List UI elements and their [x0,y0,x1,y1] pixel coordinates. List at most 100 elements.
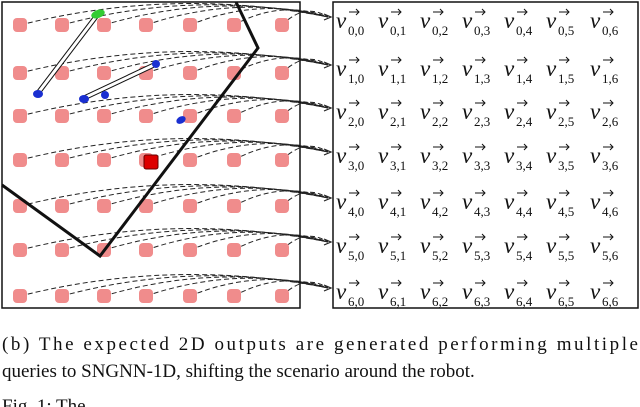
output-index: 4,6 [602,204,619,219]
output-index: 0,2 [432,23,448,38]
output-symbol: v [378,99,389,124]
output-index: 6,6 [602,294,619,309]
query-curve [189,99,329,117]
output-arrow [349,8,360,16]
output-index: 1,1 [390,71,406,86]
query-curve [233,280,329,297]
grid-point [183,153,197,167]
query-curve [189,233,329,251]
output-arrow [603,189,614,197]
output-arrow [475,189,486,197]
output-arrow [603,143,614,151]
output-arrow [475,8,486,16]
output-arrow [433,143,444,151]
grid-point [183,199,197,213]
arrow-head [323,148,333,156]
output-index: 3,4 [516,158,533,173]
query-curve [189,56,329,74]
output-arrow [603,279,614,287]
grid-point [97,66,111,80]
output-symbol: v [378,279,389,304]
output-index: 6,2 [432,294,448,309]
output-symbol: v [420,8,431,33]
output-symbol: v [420,143,431,168]
query-curve [281,191,329,207]
query-curve [281,10,329,26]
output-symbol: v [378,56,389,81]
query-curve [233,190,329,207]
grid-point [275,18,289,32]
arrow-head [323,13,333,21]
output-index: 6,5 [558,294,574,309]
output-arrow [349,279,360,287]
output-symbol: v [590,143,601,168]
grid-point [139,289,153,303]
grid-point [55,199,69,213]
output-symbol: v [504,99,515,124]
output-index: 0,0 [348,23,364,38]
arrow-head [323,104,333,112]
query-curve [145,141,329,161]
output-index: 1,4 [516,71,533,86]
query-curve [145,231,329,251]
output-symbol: v [336,143,347,168]
output-index: 2,4 [516,114,533,129]
output-symbol: v [546,8,557,33]
output-arrow [433,279,444,287]
output-index: 5,4 [516,248,533,263]
output-arrow [391,8,402,16]
output-index: 3,2 [432,158,448,173]
output-index: 4,5 [558,204,574,219]
output-frame [332,1,639,309]
grid-point [275,66,289,80]
query-curve [145,277,329,297]
grid-point [97,199,111,213]
query-curve [281,235,329,251]
output-arrow [349,99,360,107]
output-index: 5,1 [390,248,406,263]
output-index: 3,1 [390,158,406,173]
output-arrow [559,233,570,241]
output-arrow [559,56,570,64]
output-index: 5,6 [602,248,619,263]
output-symbol: v [462,143,473,168]
output-index: 4,3 [474,204,490,219]
query-curve [189,189,329,207]
output-symbol: v [420,56,431,81]
output-arrow [559,279,570,287]
output-symbol: v [336,99,347,124]
output-symbol: v [504,233,515,258]
output-index: 5,3 [474,248,490,263]
query-curve [189,143,329,161]
query-curve [19,228,329,251]
query-curve [103,5,329,26]
output-symbol: v [336,56,347,81]
grid-point [139,243,153,257]
output-index: 2,2 [432,114,448,129]
grid-point [183,18,197,32]
output-arrow [391,56,402,64]
output-symbol: v [590,279,601,304]
output-index: 3,6 [602,158,619,173]
output-index: 2,5 [558,114,574,129]
output-arrow [559,99,570,107]
query-curve [233,234,329,251]
query-curve [19,274,329,297]
query-curve [145,97,329,117]
query-curve [103,140,329,161]
output-arrow [603,8,614,16]
output-index: 0,3 [474,23,490,38]
grid-points [13,18,289,303]
output-grid: v 0,0 v 0,1 v 0,2 v 0,3 v 0,4 v 0,5 v 0,6v 1,0 v 1,1 v 1,2… [336,8,619,309]
output-index: 0,1 [390,23,406,38]
output-index: 5,5 [558,248,574,263]
output-symbol: v [590,56,601,81]
output-arrow [433,189,444,197]
output-arrow [517,143,528,151]
output-symbol: v [546,56,557,81]
output-arrow [475,99,486,107]
grid-point [97,153,111,167]
query-curve [103,276,329,297]
output-arrow [349,233,360,241]
